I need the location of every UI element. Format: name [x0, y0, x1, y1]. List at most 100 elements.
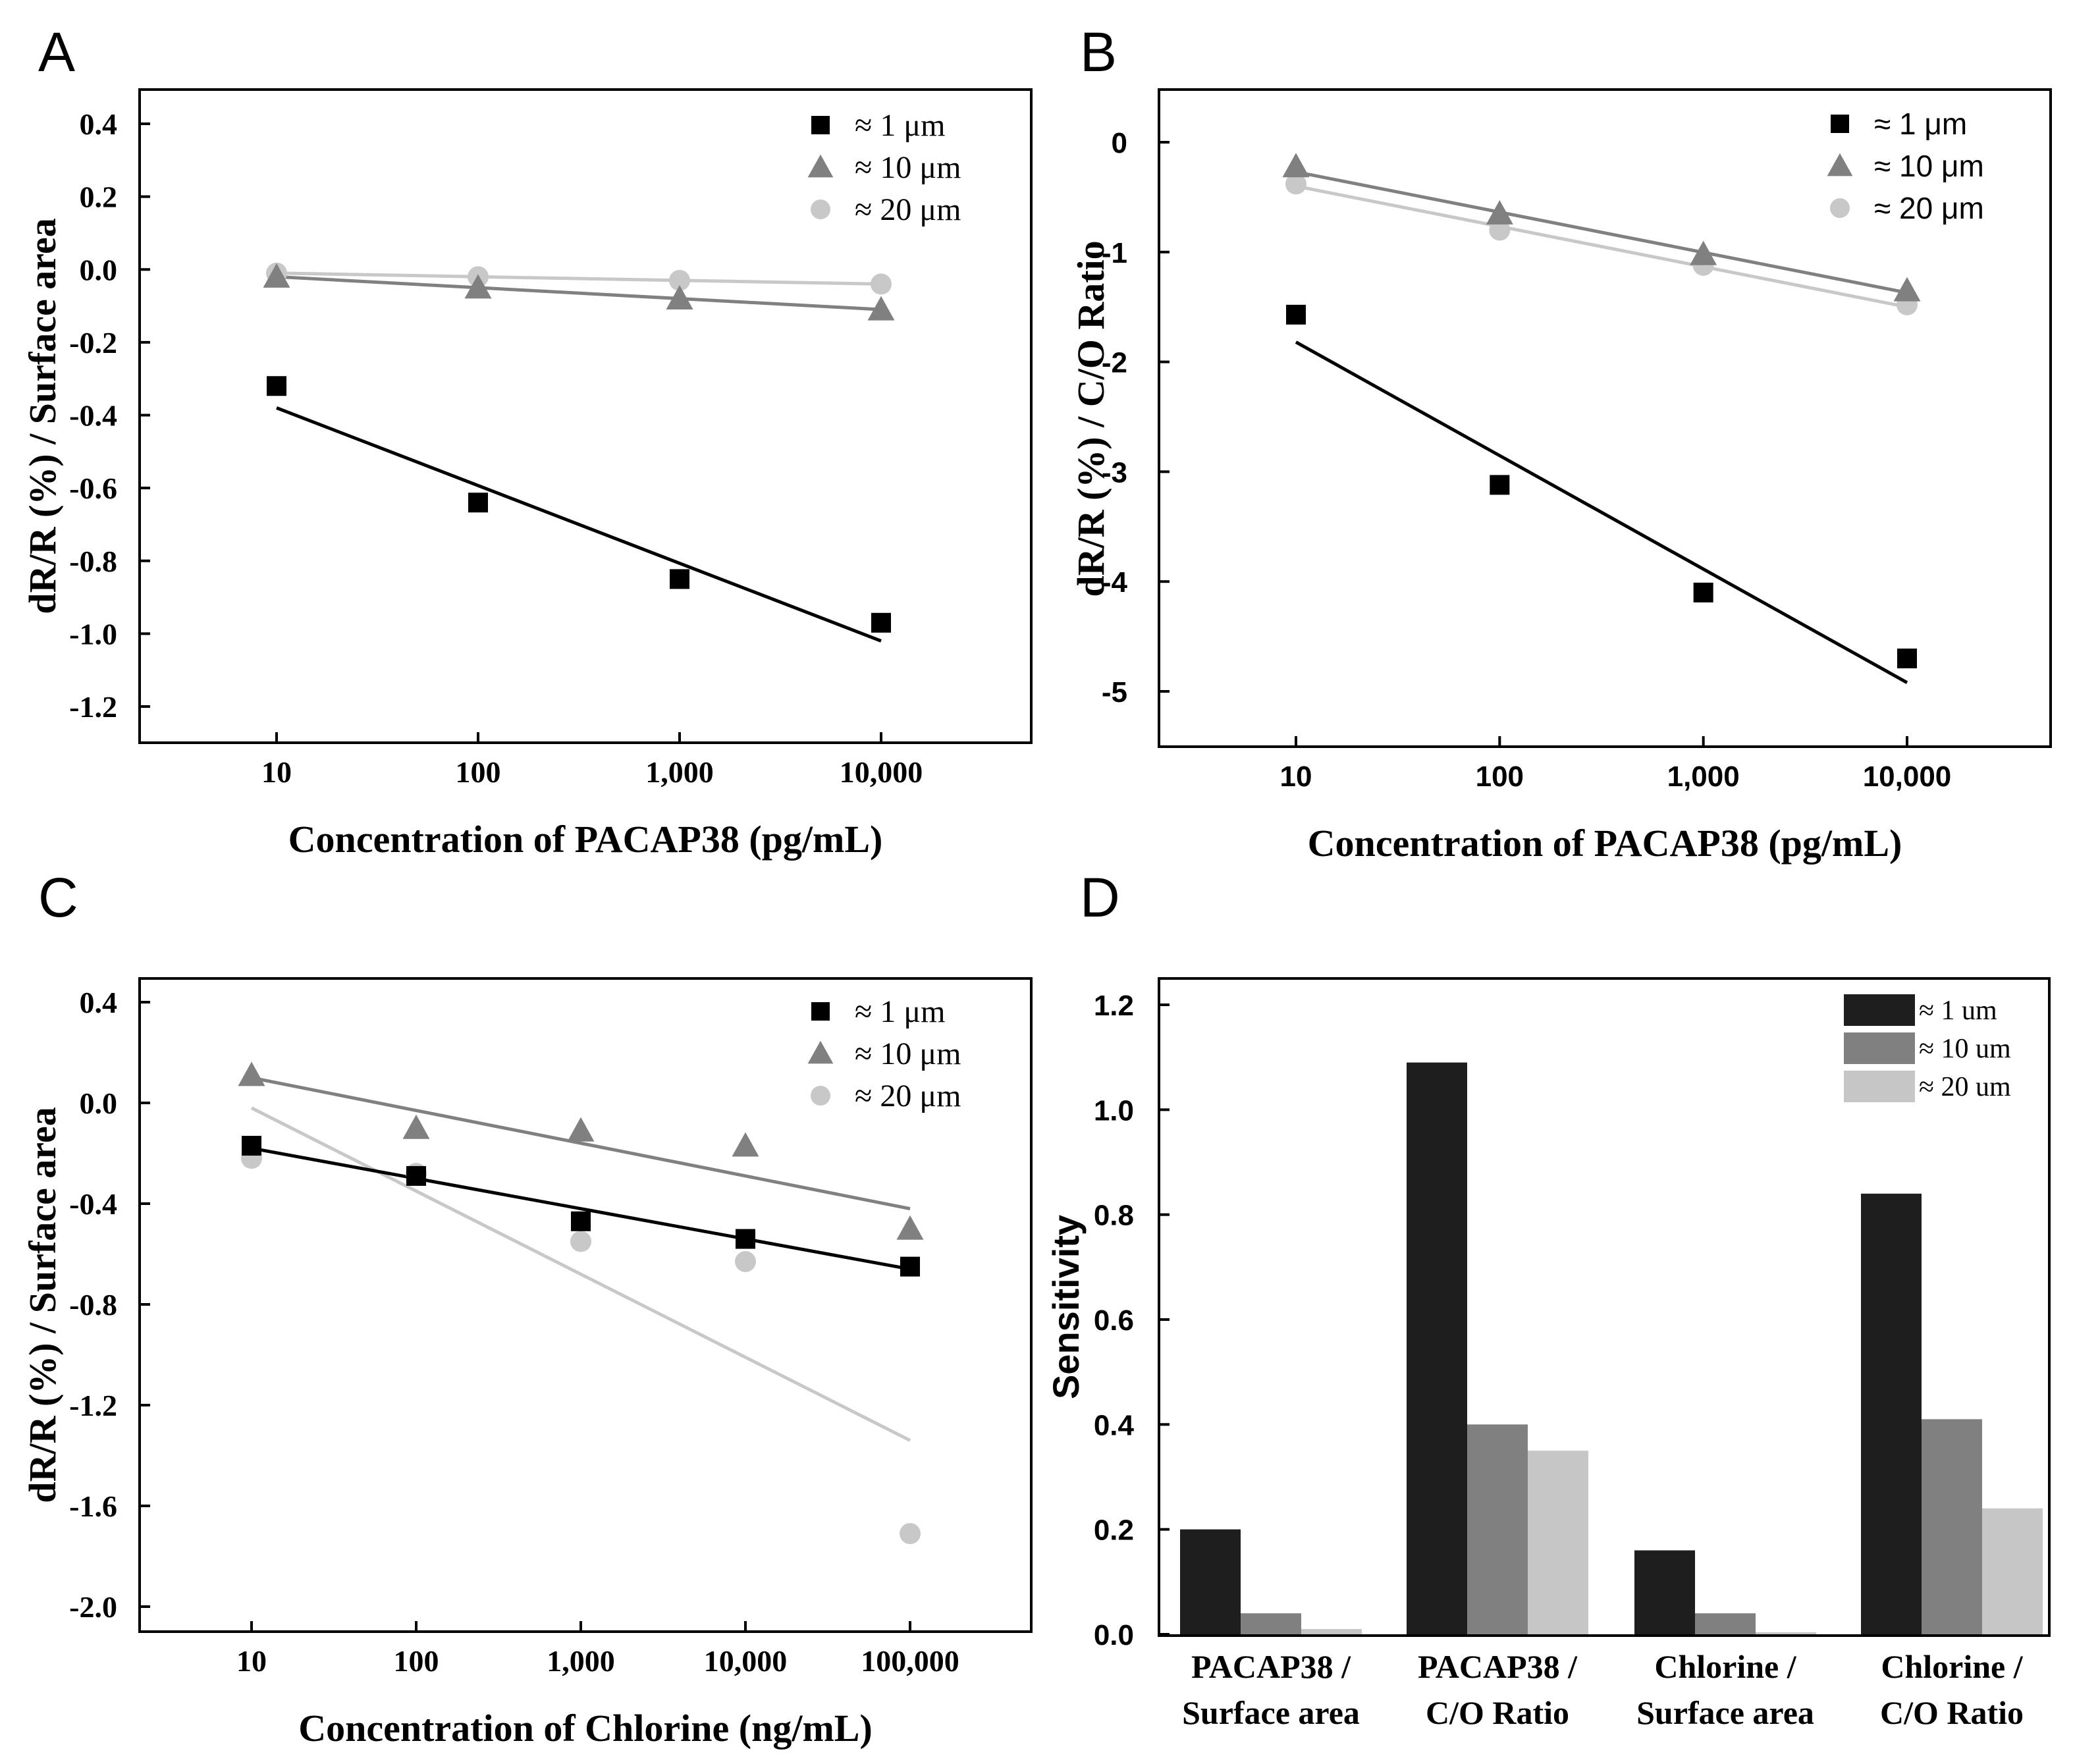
- panel-c-legend-label-1: ≈ 1 μm: [855, 994, 945, 1029]
- panel-c-ytick-label: -0.4: [69, 1187, 117, 1221]
- panel-c-point-s2: [732, 1132, 759, 1157]
- panel-b-legend-marker-1: [1831, 115, 1849, 133]
- panel-c-ticks: 0.4 0.0 -0.4 -0.8 -1.2 -1.6 -2.0 10 100 1,000 10,0…: [69, 986, 959, 1678]
- panel-c-xtick-label: 10: [236, 1644, 267, 1678]
- panel-b-xtick-label: 100: [1476, 761, 1524, 793]
- panel-a-fit-line-1: [276, 406, 882, 643]
- panel-d-category-label: Surface area: [1182, 1694, 1360, 1731]
- panel-c-points: [238, 1061, 924, 1545]
- panel-b-point-s1: [1490, 475, 1510, 495]
- panel-b-fit-line-3: [1295, 184, 1908, 309]
- panel-b-ytick-label: 0: [1112, 127, 1127, 159]
- panel-a-ylabel: dR/R (%) / Surface area: [21, 218, 64, 614]
- panel-a-xlabel: Concentration of PACAP38 (pg/mL): [288, 818, 883, 861]
- panel-c-point-s2: [402, 1114, 430, 1139]
- panel-d-bar: [1756, 1632, 1816, 1634]
- panel-c-point-s1: [406, 1165, 426, 1186]
- panel-c-fit-line-3: [250, 1106, 911, 1442]
- panel-a-ytick-label: 0.4: [80, 107, 118, 141]
- panel-d-category-label: C/O Ratio: [1880, 1694, 2024, 1731]
- panel-c-ytick-label: 0.4: [80, 986, 118, 1019]
- panel-b-legend-marker-2: [1827, 153, 1853, 176]
- panel-b-point-s2: [1690, 240, 1717, 265]
- panel-d-ticks: 0.0 0.2 0.4 0.6 0.8 1.0 1.2 PACAP38 / Surface ar…: [1094, 990, 2024, 1731]
- panel-c-legend-marker-3: [811, 1086, 830, 1106]
- panel-d-bar: [1528, 1451, 1588, 1634]
- panel-a-legend-marker-2: [807, 154, 834, 178]
- panel-d-legend-swatch-2: [1844, 1032, 1915, 1064]
- panel-c-ytick-label: -1.2: [69, 1389, 117, 1422]
- panel-a-points: [263, 262, 895, 633]
- panel-a-frame: [138, 88, 1033, 744]
- panel-b-fit-line-1: [1295, 340, 1908, 684]
- panel-b-point-s1: [1897, 648, 1917, 668]
- panel-a-point-s2: [867, 296, 895, 321]
- panel-letter-b: B: [1080, 21, 1117, 83]
- panel-c-fit-lines: [250, 1076, 911, 1442]
- panel-c-ytick-label: -0.8: [69, 1288, 117, 1322]
- panel-d-bar: [1695, 1613, 1756, 1634]
- panel-d-ytick-label: 0.6: [1094, 1304, 1134, 1337]
- panel-a-fit-line-2: [276, 275, 882, 311]
- panel-d-ytick-label: 0.2: [1094, 1514, 1134, 1547]
- panel-c-point-s2: [567, 1117, 595, 1142]
- panel-b-ytick-label: -2: [1102, 347, 1127, 379]
- panel-a-legend-label-2: ≈ 10 μm: [855, 150, 961, 185]
- panel-c-legend-marker-2: [807, 1040, 834, 1064]
- panel-a-legend-label-3: ≈ 20 μm: [855, 192, 961, 227]
- panel-d-bar: [1982, 1508, 2043, 1634]
- panel-c-point-s2: [896, 1215, 924, 1240]
- panel-d-ytick-label: 0.8: [1094, 1200, 1134, 1232]
- panel-b-xlabel: Concentration of PACAP38 (pg/mL): [1308, 822, 1902, 865]
- panel-d-bar-chart: Sensitivity 0.0 0.2 0.4 0.6 0.8 1.0 1.2 PACAP38…: [1045, 977, 2051, 1731]
- panel-c-point-s1: [242, 1136, 261, 1156]
- panel-d-bar: [1241, 1613, 1301, 1634]
- panel-b-point-s3: [1285, 173, 1306, 195]
- panel-d-ylabel: Sensitivity: [1045, 1215, 1087, 1399]
- panel-a-ytick-label: -0.6: [69, 471, 117, 505]
- panel-b-point-s1: [1693, 582, 1713, 602]
- panel-a-ytick-label: 0.0: [80, 253, 118, 286]
- panel-b-xtick-label: 10,000: [1863, 761, 1952, 793]
- panel-d-bar: [1180, 1529, 1241, 1634]
- panel-a-point-s1: [267, 376, 286, 396]
- panel-c-ytick-label: 0.0: [80, 1086, 118, 1120]
- panel-b-point-s2: [1486, 200, 1513, 225]
- panel-a-ytick-label: -0.8: [69, 545, 117, 578]
- panel-letter-c: C: [38, 867, 78, 928]
- panel-b-legend-label-1: ≈ 1 μm: [1874, 107, 1967, 141]
- panel-b-fit-line-2: [1295, 170, 1908, 294]
- panel-c-xtick-label: 100,000: [861, 1644, 959, 1678]
- panel-d-legend-swatch-3: [1844, 1071, 1915, 1102]
- panel-d-ytick-label: 0.4: [1094, 1409, 1135, 1441]
- panel-b-frame: [1158, 88, 2052, 748]
- panel-b-legend: ≈ 1 μm ≈ 10 μm ≈ 20 μm: [1827, 107, 1984, 225]
- panel-d-legend-label-3: ≈ 20 um: [1919, 1072, 2011, 1102]
- panel-d-ytick-label: 1.0: [1094, 1094, 1134, 1127]
- panel-c-point-s3: [735, 1250, 756, 1272]
- panel-b-point-s1: [1286, 304, 1306, 325]
- panel-d-bars: [1180, 1062, 2043, 1634]
- panel-d-category-label: PACAP38 /: [1418, 1648, 1578, 1685]
- panel-d-category-label: PACAP38 /: [1191, 1648, 1351, 1685]
- panel-a-point-s2: [464, 274, 492, 299]
- panel-a-legend-marker-1: [811, 116, 830, 134]
- panel-c-point-s1: [571, 1211, 591, 1231]
- panel-a-ytick-label: -0.2: [69, 326, 117, 360]
- panel-c-xtick-label: 10,000: [704, 1644, 788, 1678]
- panel-d-legend-label-2: ≈ 10 um: [1919, 1034, 2011, 1064]
- panel-a-scatter-chart: Concentration of PACAP38 (pg/mL) dR/R (%…: [21, 88, 1033, 861]
- panel-a-xtick-label: 100: [456, 755, 501, 789]
- panel-c-xtick-label: 1,000: [547, 1644, 615, 1678]
- panel-b-point-s2: [1282, 153, 1310, 178]
- panel-a-ticks: 0.4 0.2 0.0 -0.2 -0.4 -0.6 -0.8 -1.0 -1.2 10 100 1,…: [69, 107, 923, 789]
- panel-a-point-s2: [263, 263, 290, 288]
- panel-c-ylabel: dR/R (%) / Surface area: [21, 1107, 64, 1503]
- panel-b-point-s2: [1893, 277, 1921, 302]
- panel-b-xtick-label: 10: [1280, 761, 1312, 793]
- panel-c-point-s1: [736, 1229, 755, 1249]
- panel-c-point-s3: [900, 1523, 921, 1545]
- panel-b-fit-lines: [1295, 170, 1908, 684]
- panel-c-fit-line-2: [251, 1076, 911, 1211]
